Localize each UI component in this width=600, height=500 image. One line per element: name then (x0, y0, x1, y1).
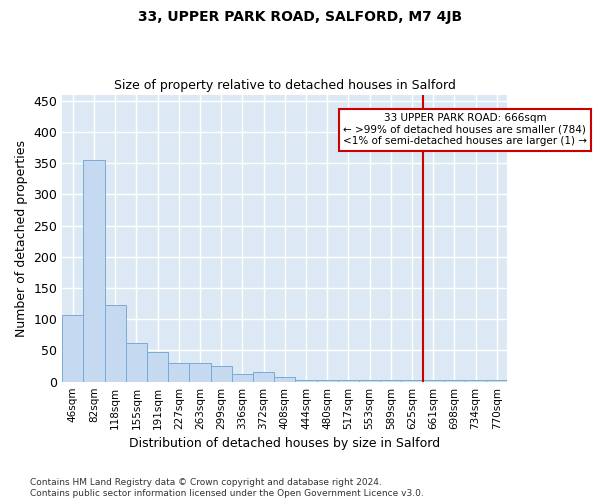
Text: 33, UPPER PARK ROAD, SALFORD, M7 4JB: 33, UPPER PARK ROAD, SALFORD, M7 4JB (138, 10, 462, 24)
X-axis label: Distribution of detached houses by size in Salford: Distribution of detached houses by size … (129, 437, 440, 450)
Bar (190, 363, 211, 382)
Bar (486, 380, 507, 382)
Bar (274, 378, 295, 382)
Bar (126, 343, 147, 382)
Bar (104, 305, 126, 382)
Bar (444, 380, 465, 382)
Bar (401, 380, 422, 382)
Bar (253, 372, 274, 382)
Bar (338, 380, 359, 382)
Bar (232, 374, 253, 382)
Bar (465, 380, 486, 382)
Bar (147, 352, 168, 382)
Bar (168, 363, 190, 382)
Bar (317, 380, 338, 382)
Bar (211, 366, 232, 382)
Bar (422, 380, 444, 382)
Y-axis label: Number of detached properties: Number of detached properties (15, 140, 28, 336)
Title: Size of property relative to detached houses in Salford: Size of property relative to detached ho… (114, 79, 456, 92)
Bar (83, 160, 104, 382)
Text: 33 UPPER PARK ROAD: 666sqm
← >99% of detached houses are smaller (784)
<1% of se: 33 UPPER PARK ROAD: 666sqm ← >99% of det… (343, 114, 587, 146)
Bar (295, 380, 317, 382)
Bar (62, 315, 83, 382)
Bar (380, 380, 401, 382)
Bar (359, 380, 380, 382)
Text: Contains HM Land Registry data © Crown copyright and database right 2024.
Contai: Contains HM Land Registry data © Crown c… (30, 478, 424, 498)
